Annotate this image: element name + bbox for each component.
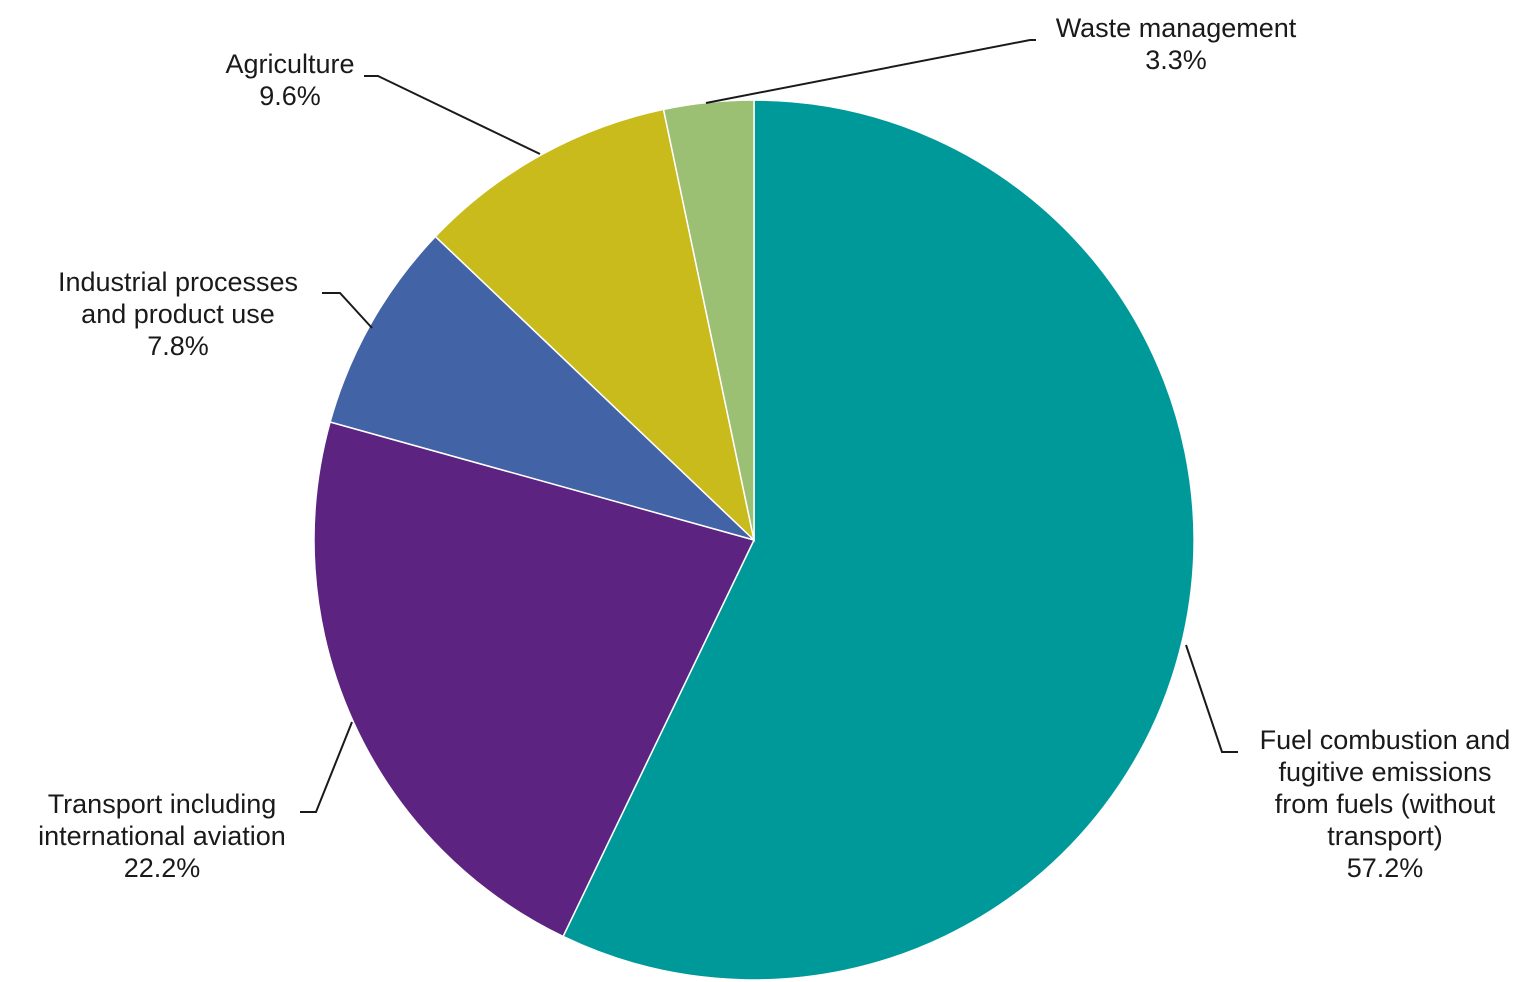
slice-name-line: from fuels (without — [1275, 789, 1496, 819]
pie-slices — [314, 100, 1194, 980]
slice-value-label: 7.8% — [147, 331, 209, 361]
slice-name-line: Waste management — [1056, 13, 1297, 43]
leader-line-agriculture — [364, 76, 540, 154]
slice-label-transport-including-international: Transport including international aviatio… — [38, 789, 286, 883]
slice-label-waste-management: Waste management 3.3% — [1056, 13, 1297, 75]
slice-name-line: Industrial processes — [58, 267, 298, 297]
slice-value-label: 57.2% — [1347, 853, 1424, 883]
slice-label-agriculture: Agriculture 9.6% — [225, 49, 354, 111]
leader-line-waste-management — [706, 40, 1036, 103]
slice-label-industrial-processes-and: Industrial processes and product use 7.8% — [58, 267, 298, 361]
slice-value-label: 9.6% — [259, 81, 321, 111]
slice-value-label: 3.3% — [1145, 45, 1207, 75]
slice-value-label: 22.2% — [124, 853, 201, 883]
leader-line-fuel-combustion-and — [1186, 645, 1238, 752]
slice-name-line: Agriculture — [225, 49, 354, 79]
slice-name-line: fugitive emissions — [1278, 757, 1491, 787]
slice-name-line: Transport including — [48, 789, 277, 819]
slice-name-line: Fuel combustion and — [1260, 725, 1511, 755]
slice-name-line: international aviation — [38, 821, 286, 851]
leader-line-industrial-processes-and — [322, 293, 372, 328]
slice-name-line: and product use — [81, 299, 275, 329]
leader-line-transport-including-international — [300, 722, 352, 812]
slice-name-line: transport) — [1327, 821, 1443, 851]
slice-label-fuel-combustion-and: Fuel combustion and fugitive emissions fro… — [1260, 725, 1511, 883]
